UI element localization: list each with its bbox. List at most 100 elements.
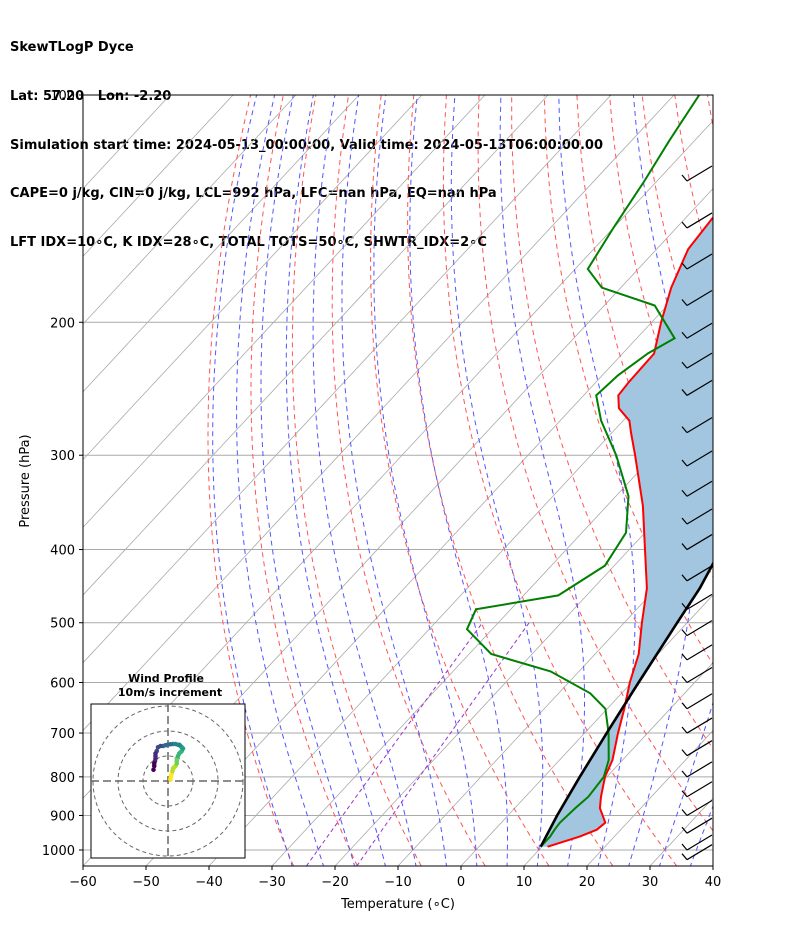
wind-barb-flag <box>681 770 688 778</box>
wind-barb-staff <box>686 379 713 396</box>
wind-barb-flag <box>681 790 688 798</box>
moist-adiabat <box>373 95 478 866</box>
wind-barb-staff <box>686 693 713 710</box>
wind-barb-flag <box>681 221 688 229</box>
wind-barb-staff <box>686 212 713 229</box>
wind-barb-flag <box>681 361 688 369</box>
y-tick-label: 400 <box>50 544 75 559</box>
dry-adiabat <box>207 95 294 866</box>
wind-barb-flag <box>681 489 688 497</box>
wind-barb-staff <box>686 844 713 861</box>
wind-barb-flag <box>681 517 688 525</box>
wind-barb-staff <box>686 565 713 582</box>
mixing-ratio-line <box>305 622 483 866</box>
moist-adiabat <box>312 95 417 866</box>
wind-barbs <box>681 165 713 861</box>
moist-adiabat <box>658 701 713 866</box>
mixing-ratio-line <box>356 622 530 866</box>
isotherm-line <box>586 729 713 866</box>
moist-adiabat <box>285 95 386 866</box>
hodograph-point <box>155 744 161 750</box>
wind-barb-staff <box>686 799 713 816</box>
profile-lines <box>465 95 713 848</box>
isotherm-line <box>83 95 360 393</box>
moist-adiabat <box>721 95 794 868</box>
dry-adiabat <box>370 95 550 866</box>
y-tick-label: 700 <box>50 727 75 742</box>
wind-barb-staff <box>686 480 713 497</box>
isotherm-line <box>145 255 713 866</box>
moist-adiabat <box>409 95 508 866</box>
wind-barb-staff <box>686 352 713 369</box>
hodograph-point <box>151 763 157 769</box>
chart-header: SkewTLogP Dyce Lat: 57.20 Lon: -2.20 Sim… <box>10 8 603 267</box>
wind-barb-flag <box>681 174 688 182</box>
wind-barb-staff <box>686 593 713 610</box>
y-tick-label: 1000 <box>42 844 75 859</box>
moist-adiabat <box>628 95 698 866</box>
wind-barb-staff <box>686 253 713 270</box>
wind-barb-staff <box>686 781 713 798</box>
x-tick-label: −20 <box>321 875 348 890</box>
wind-barb-staff <box>686 717 713 734</box>
isotherm-line <box>460 594 713 866</box>
wind-barb-flag <box>681 843 688 851</box>
dry-adiabat <box>442 95 678 866</box>
wind-barb-flag <box>681 331 688 339</box>
wind-barb-flag <box>681 702 688 710</box>
wind-barb-staff <box>686 666 713 684</box>
isotherm-line <box>271 391 713 866</box>
isotherm-line <box>83 95 675 732</box>
wind-barb-staff <box>686 417 713 434</box>
y-tick-label: 300 <box>50 449 75 464</box>
isotherm-line <box>83 95 612 664</box>
x-tick-label: −50 <box>132 875 159 890</box>
axes: −60 −50 −40 −30 −20 −10 0 10 20 30 40 100 200 300 400 5… <box>42 89 721 890</box>
x-tick-label: 0 <box>457 875 465 890</box>
x-tick-label: 30 <box>642 875 659 890</box>
wind-barb-flag <box>681 389 688 396</box>
wind-barb-flag <box>681 826 688 834</box>
x-tick-label: −60 <box>69 875 96 890</box>
x-tick-label: 40 <box>705 875 722 890</box>
y-tick-label: 500 <box>50 617 75 632</box>
time-line: Simulation start time: 2024-05-13_00:00:… <box>10 137 603 153</box>
wind-barb-staff <box>686 322 713 339</box>
wind-barb-flag <box>681 809 688 816</box>
wind-barb-flag <box>681 574 688 582</box>
dry-adiabat <box>740 95 794 866</box>
wind-barb-flag <box>681 676 688 683</box>
isotherm-line <box>83 95 234 257</box>
wind-barb-staff <box>686 508 713 525</box>
y-tick-label: 100 <box>50 89 75 104</box>
dry-adiabat <box>511 95 713 750</box>
dry-adiabat <box>331 95 486 866</box>
x-tick-label: −10 <box>384 875 411 890</box>
wind-barb-flag <box>681 459 688 467</box>
moist-adiabat <box>499 95 585 866</box>
isotherm-line <box>83 95 423 461</box>
temperature-line <box>547 215 713 848</box>
moist-adiabat <box>341 95 448 866</box>
wind-barb-staff <box>686 450 713 467</box>
inset-title-line1: Wind Profile <box>128 672 204 685</box>
isotherm-line <box>712 865 713 866</box>
dry-adiabat <box>707 95 713 130</box>
dry-adiabat <box>477 95 713 832</box>
wind-barb-flag <box>681 602 688 610</box>
wind-barb-flag <box>681 653 688 661</box>
hodograph-inset <box>90 703 246 859</box>
wind-barb-flag <box>681 426 688 433</box>
y-tick-label: 600 <box>50 677 75 692</box>
wind-barb-flag <box>681 543 688 550</box>
hodograph-point <box>151 767 156 773</box>
wind-barb-staff <box>686 817 713 834</box>
location-line: Lat: 57.20 Lon: -2.20 <box>10 89 172 104</box>
dry-adiabat <box>250 95 358 866</box>
moist-adiabat <box>689 804 713 866</box>
wind-barb-staff <box>686 644 713 661</box>
wind-barb-flag <box>681 299 688 306</box>
dry-adiabat <box>543 95 713 666</box>
cape-fill-area <box>540 217 713 847</box>
